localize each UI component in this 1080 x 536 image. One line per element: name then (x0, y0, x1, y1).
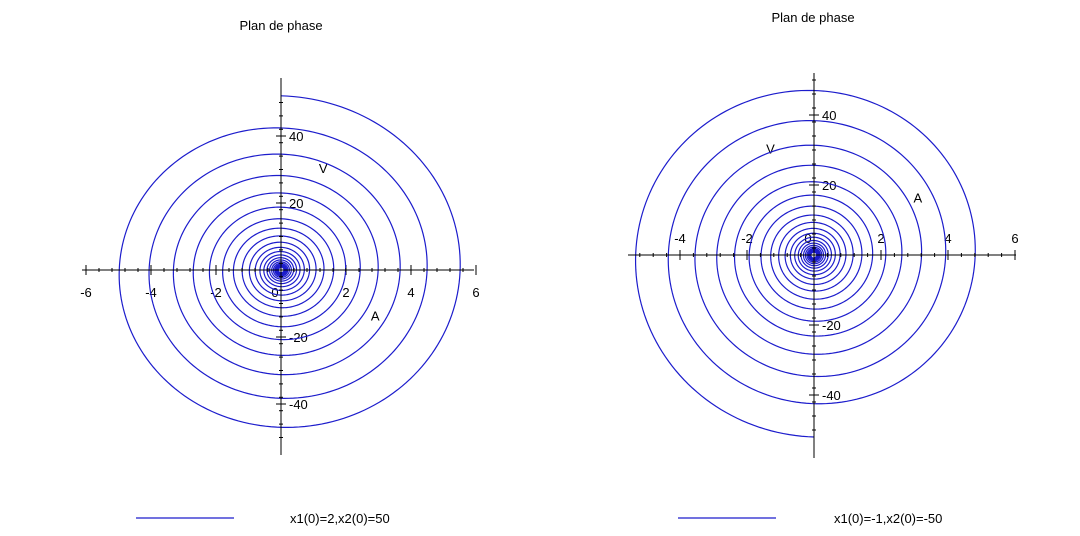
x-tick-label: -4 (674, 231, 686, 246)
y-tick-label: -40 (289, 397, 308, 412)
x-tick-label: 4 (944, 231, 951, 246)
x-tick-label: 6 (1011, 231, 1018, 246)
y-tick-label: -20 (822, 318, 841, 333)
annotation-a: A (371, 308, 380, 323)
y-tick-labels: 40 20 -20 -40 (809, 108, 841, 403)
annotation-v: V (766, 142, 775, 157)
y-tick-label: -40 (822, 388, 841, 403)
x-tick-label: 4 (407, 285, 414, 300)
x-tick-label: -2 (210, 285, 222, 300)
x-tick-label: -6 (80, 285, 92, 300)
annotation-v: V (319, 161, 328, 176)
phase-plane-chart-right: Plan de phase -4 -2 0 2 4 6 40 20 -20 -40 V A x1… (628, 10, 1019, 526)
x-tick-label: 0 (271, 285, 278, 300)
y-tick-label: 20 (822, 178, 836, 193)
x-tick-label: -2 (741, 231, 753, 246)
y-tick-label: 40 (822, 108, 836, 123)
legend-label: x1(0)=2,x2(0)=50 (290, 511, 390, 526)
trajectory-series (634, 89, 976, 438)
y-tick-label: -20 (289, 330, 308, 345)
chart-title: Plan de phase (239, 18, 322, 33)
legend-label: x1(0)=-1,x2(0)=-50 (834, 511, 942, 526)
x-tick-label: 2 (342, 285, 349, 300)
x-tick-label: 6 (472, 285, 479, 300)
x-tick-label: 2 (877, 231, 884, 246)
y-tick-label: 40 (289, 129, 303, 144)
y-tick-label: 20 (289, 196, 303, 211)
chart-title: Plan de phase (771, 10, 854, 25)
annotation-a: A (914, 191, 923, 206)
trajectory-series (118, 95, 461, 428)
